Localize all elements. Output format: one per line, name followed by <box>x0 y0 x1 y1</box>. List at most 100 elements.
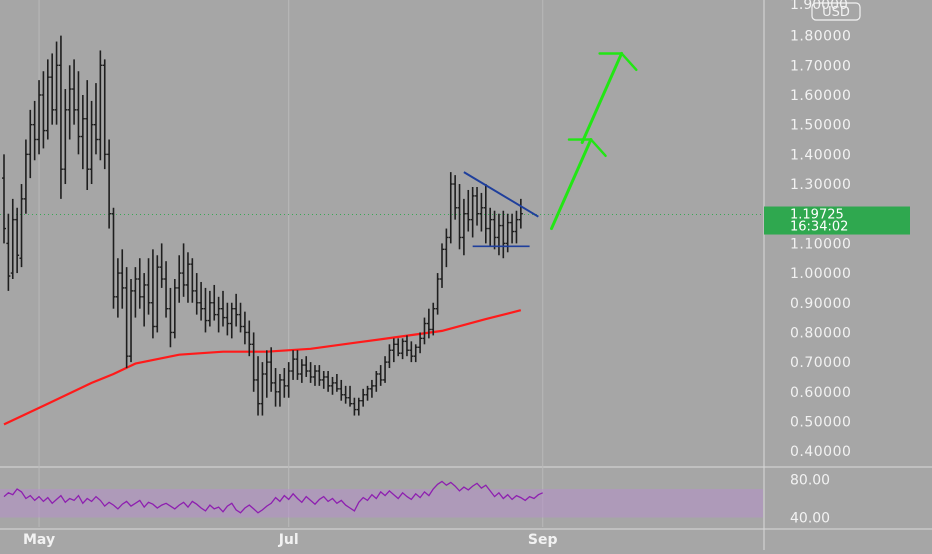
ohlc-bar[interactable] <box>361 388 366 407</box>
ohlc-bar[interactable] <box>426 308 431 339</box>
ohlc-bar[interactable] <box>418 332 423 354</box>
ohlc-bar[interactable] <box>111 207 116 309</box>
ohlc-bar[interactable] <box>308 362 313 383</box>
ohlc-bar[interactable] <box>50 53 55 125</box>
ohlc-bar[interactable] <box>409 341 414 363</box>
ohlc-bar[interactable] <box>334 373 339 392</box>
ohlc-bar[interactable] <box>80 94 85 170</box>
ohlc-bar[interactable] <box>400 338 405 360</box>
ohlc-bar[interactable] <box>199 281 204 321</box>
ohlc-bar[interactable] <box>488 207 493 247</box>
drawing-annotations[interactable] <box>463 51 638 248</box>
ohlc-bar[interactable] <box>129 279 134 363</box>
ohlc-bar[interactable] <box>216 296 221 333</box>
ohlc-bar[interactable] <box>172 279 177 339</box>
ohlc-bar[interactable] <box>501 210 506 259</box>
ohlc-bar[interactable] <box>159 243 164 288</box>
ohlc-bar[interactable] <box>483 184 488 244</box>
ohlc-bar[interactable] <box>413 344 418 363</box>
ohlc-bar[interactable] <box>133 267 138 318</box>
ohlc-bar[interactable] <box>168 287 173 348</box>
ohlc-bar[interactable] <box>277 373 282 407</box>
price-bars[interactable] <box>2 35 523 416</box>
ohlc-bar[interactable] <box>251 332 256 392</box>
ohlc-bar[interactable] <box>321 371 326 389</box>
currency-button[interactable]: USD <box>811 2 861 21</box>
ohlc-bar[interactable] <box>221 290 225 327</box>
ohlc-bar[interactable] <box>378 365 383 386</box>
ohlc-bar[interactable] <box>120 249 125 309</box>
ohlc-bar[interactable] <box>207 290 212 327</box>
ohlc-bar[interactable] <box>312 365 317 386</box>
ohlc-bar[interactable] <box>32 100 37 161</box>
ohlc-bar[interactable] <box>352 397 357 416</box>
ohlc-bar[interactable] <box>479 192 484 232</box>
ohlc-bar[interactable] <box>475 186 480 226</box>
ohlc-bar[interactable] <box>365 385 370 401</box>
ohlc-bar[interactable] <box>98 50 103 161</box>
ohlc-bar[interactable] <box>45 59 50 140</box>
ohlc-bar[interactable] <box>102 59 107 170</box>
ohlc-bar[interactable] <box>317 365 322 386</box>
ohlc-bar[interactable] <box>448 172 453 244</box>
ohlc-bar[interactable] <box>185 252 190 303</box>
ohlc-bar[interactable] <box>137 258 142 309</box>
ohlc-bar[interactable] <box>295 350 300 380</box>
ohlc-bar[interactable] <box>453 175 458 220</box>
ohlc-bar[interactable] <box>63 89 68 185</box>
ohlc-bar[interactable] <box>299 359 304 383</box>
ohlc-bar[interactable] <box>203 287 208 333</box>
ohlc-bar[interactable] <box>374 371 379 392</box>
ohlc-bar[interactable] <box>37 80 42 155</box>
ohlc-bar[interactable] <box>422 317 427 345</box>
ohlc-bar[interactable] <box>247 320 252 357</box>
rsi-pane[interactable]: 80.00 40.00 <box>0 473 830 527</box>
ohlc-bar[interactable] <box>242 311 247 345</box>
ohlc-bar[interactable] <box>435 273 440 315</box>
ohlc-bar[interactable] <box>76 71 81 155</box>
ohlc-bar[interactable] <box>356 397 361 416</box>
ohlc-bar[interactable] <box>343 385 348 404</box>
ohlc-bar[interactable] <box>282 368 287 398</box>
ohlc-bar[interactable] <box>256 356 261 416</box>
ohlc-bar[interactable] <box>264 350 269 398</box>
ohlc-bar[interactable] <box>234 293 239 327</box>
ohlc-bar[interactable] <box>177 255 182 303</box>
ohlc-bar[interactable] <box>10 198 15 280</box>
ohlc-bar[interactable] <box>492 210 497 250</box>
ohlc-bar[interactable] <box>339 379 344 401</box>
ohlc-bar[interactable] <box>212 284 217 321</box>
ohlc-bar[interactable] <box>93 83 98 155</box>
ohlc-bar[interactable] <box>304 356 309 377</box>
ohlc-bar[interactable] <box>431 302 436 336</box>
ohlc-bar[interactable] <box>440 243 444 288</box>
price-axis[interactable]: 1.80000 1.70000 1.60000 1.50000 1.40000 1.300… <box>790 0 851 460</box>
ohlc-bar[interactable] <box>273 368 278 407</box>
ohlc-bar[interactable] <box>54 41 59 125</box>
ohlc-bar[interactable] <box>444 228 449 268</box>
ohlc-bar[interactable] <box>396 338 401 357</box>
ohlc-bar[interactable] <box>387 344 392 369</box>
ohlc-bar[interactable] <box>115 258 120 318</box>
ohlc-bar[interactable] <box>150 249 155 339</box>
projection-arrow[interactable] <box>580 51 638 144</box>
ohlc-bar[interactable] <box>67 65 72 140</box>
ohlc-bar[interactable] <box>369 379 374 398</box>
ohlc-bar[interactable] <box>225 302 230 336</box>
ohlc-bar[interactable] <box>146 258 151 315</box>
ohlc-bar[interactable] <box>260 362 265 416</box>
currency-label[interactable]: USD <box>822 5 850 20</box>
ohlc-bar[interactable] <box>383 356 388 383</box>
ohlc-bar[interactable] <box>85 80 90 190</box>
ohlc-bar[interactable] <box>164 261 169 318</box>
ohlc-bar[interactable] <box>142 273 147 327</box>
ohlc-bar[interactable] <box>181 243 186 297</box>
ohlc-bar[interactable] <box>238 302 243 333</box>
ohlc-bar[interactable] <box>23 139 28 214</box>
ohlc-bar[interactable] <box>461 198 466 256</box>
ohlc-bar[interactable] <box>269 347 274 392</box>
ohlc-bar[interactable] <box>41 71 46 149</box>
ohlc-bar[interactable] <box>286 362 291 398</box>
